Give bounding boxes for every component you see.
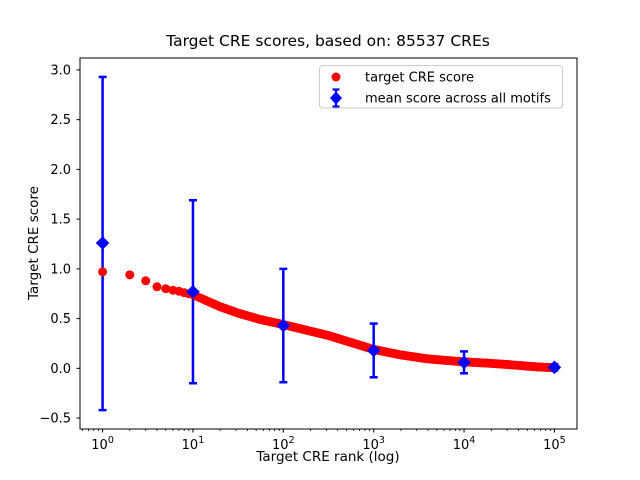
mean-score-diamond — [186, 284, 200, 299]
legend-label-mean: mean score across all motifs — [365, 92, 551, 107]
y-tick-label: −0.5 — [39, 412, 71, 427]
x-tick-label: 101 — [182, 435, 205, 453]
x-tick-label: 105 — [543, 435, 566, 453]
chart-title: Target CRE scores, based on: 85537 CREs — [165, 32, 490, 50]
plot-area — [79, 57, 578, 430]
y-tick-label: 1.0 — [50, 262, 71, 277]
mean-score-diamond — [95, 236, 110, 250]
legend-label-target: target CRE score — [365, 71, 474, 86]
target-score-dot — [125, 270, 135, 280]
legend-box — [319, 65, 563, 109]
x-tick-label: 102 — [272, 435, 295, 453]
mean-score-diamond — [457, 355, 471, 370]
target-score-dot — [161, 284, 171, 294]
y-tick-label: 2.5 — [50, 113, 71, 128]
legend-mean-diamond-errorbar-icon — [330, 88, 342, 108]
x-axis-label: Target CRE rank (log) — [255, 449, 399, 465]
y-tick-label: 1.5 — [50, 213, 71, 228]
target-score-dot — [152, 282, 162, 292]
mean-score-diamond — [366, 343, 381, 358]
legend: target CRE score mean score across all m… — [319, 65, 563, 109]
x-tick-label: 103 — [362, 435, 385, 453]
mean-marker-layer — [95, 236, 562, 375]
y-tick-label: 0.0 — [50, 362, 71, 377]
axes-layer: 100 101 102 103 104 105 3.0 2.5 2.0 1.5 1.0 0.5 0.0 −… — [39, 57, 578, 453]
y-axis-label: Target CRE score — [26, 186, 42, 301]
y-tick-label: 2.0 — [50, 163, 71, 178]
target-score-layer — [98, 267, 559, 373]
mean-score-diamond — [547, 360, 562, 375]
y-tick-label: 0.5 — [50, 312, 71, 327]
legend-target-circle-icon — [331, 72, 341, 82]
y-tick-label: 3.0 — [50, 63, 71, 78]
target-score-dot — [98, 267, 108, 277]
mean-score-diamond — [276, 318, 291, 333]
target-score-dot — [141, 276, 151, 286]
x-tick-label: 104 — [453, 435, 476, 453]
x-tick-label: 100 — [91, 435, 114, 453]
